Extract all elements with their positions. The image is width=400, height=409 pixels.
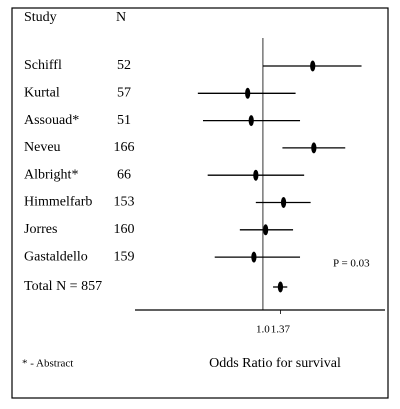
summary-point [277, 281, 284, 293]
study-point [248, 115, 254, 127]
study-label: Schiffl [24, 58, 62, 73]
n-label: 51 [117, 113, 131, 128]
n-label: 166 [114, 140, 135, 155]
study-label: Albright* [24, 167, 78, 182]
n-label: 66 [117, 167, 131, 182]
n-label: 159 [114, 249, 135, 264]
footnote: * - Abstract [22, 358, 73, 370]
study-label: Kurtal [24, 86, 60, 101]
n-header: N [116, 10, 126, 25]
frame [11, 7, 389, 399]
study-point [263, 224, 269, 236]
n-label: 153 [114, 195, 135, 210]
n-label: 57 [117, 86, 131, 101]
study-header: Study [24, 10, 57, 25]
n-label: 160 [114, 222, 135, 237]
x-tick-label: 1.37 [271, 324, 291, 336]
study-label: Himmelfarb [24, 195, 92, 210]
x-tick-label: 1.0 [256, 324, 270, 336]
study-label: Jorres [24, 222, 57, 237]
study-point [310, 60, 316, 72]
n-label: 52 [117, 58, 131, 73]
study-point [311, 142, 317, 154]
p-value: P = 0.03 [333, 258, 370, 270]
study-point [253, 169, 259, 181]
study-label: Gastaldello [24, 249, 88, 264]
study-point [251, 251, 257, 263]
study-point [280, 197, 287, 208]
total-label: Total N = 857 [24, 279, 102, 294]
study-point [245, 87, 251, 99]
study-label: Assouad* [24, 113, 79, 128]
x-axis-label: Odds Ratio for survival [209, 356, 341, 371]
study-label: Neveu [24, 140, 61, 155]
